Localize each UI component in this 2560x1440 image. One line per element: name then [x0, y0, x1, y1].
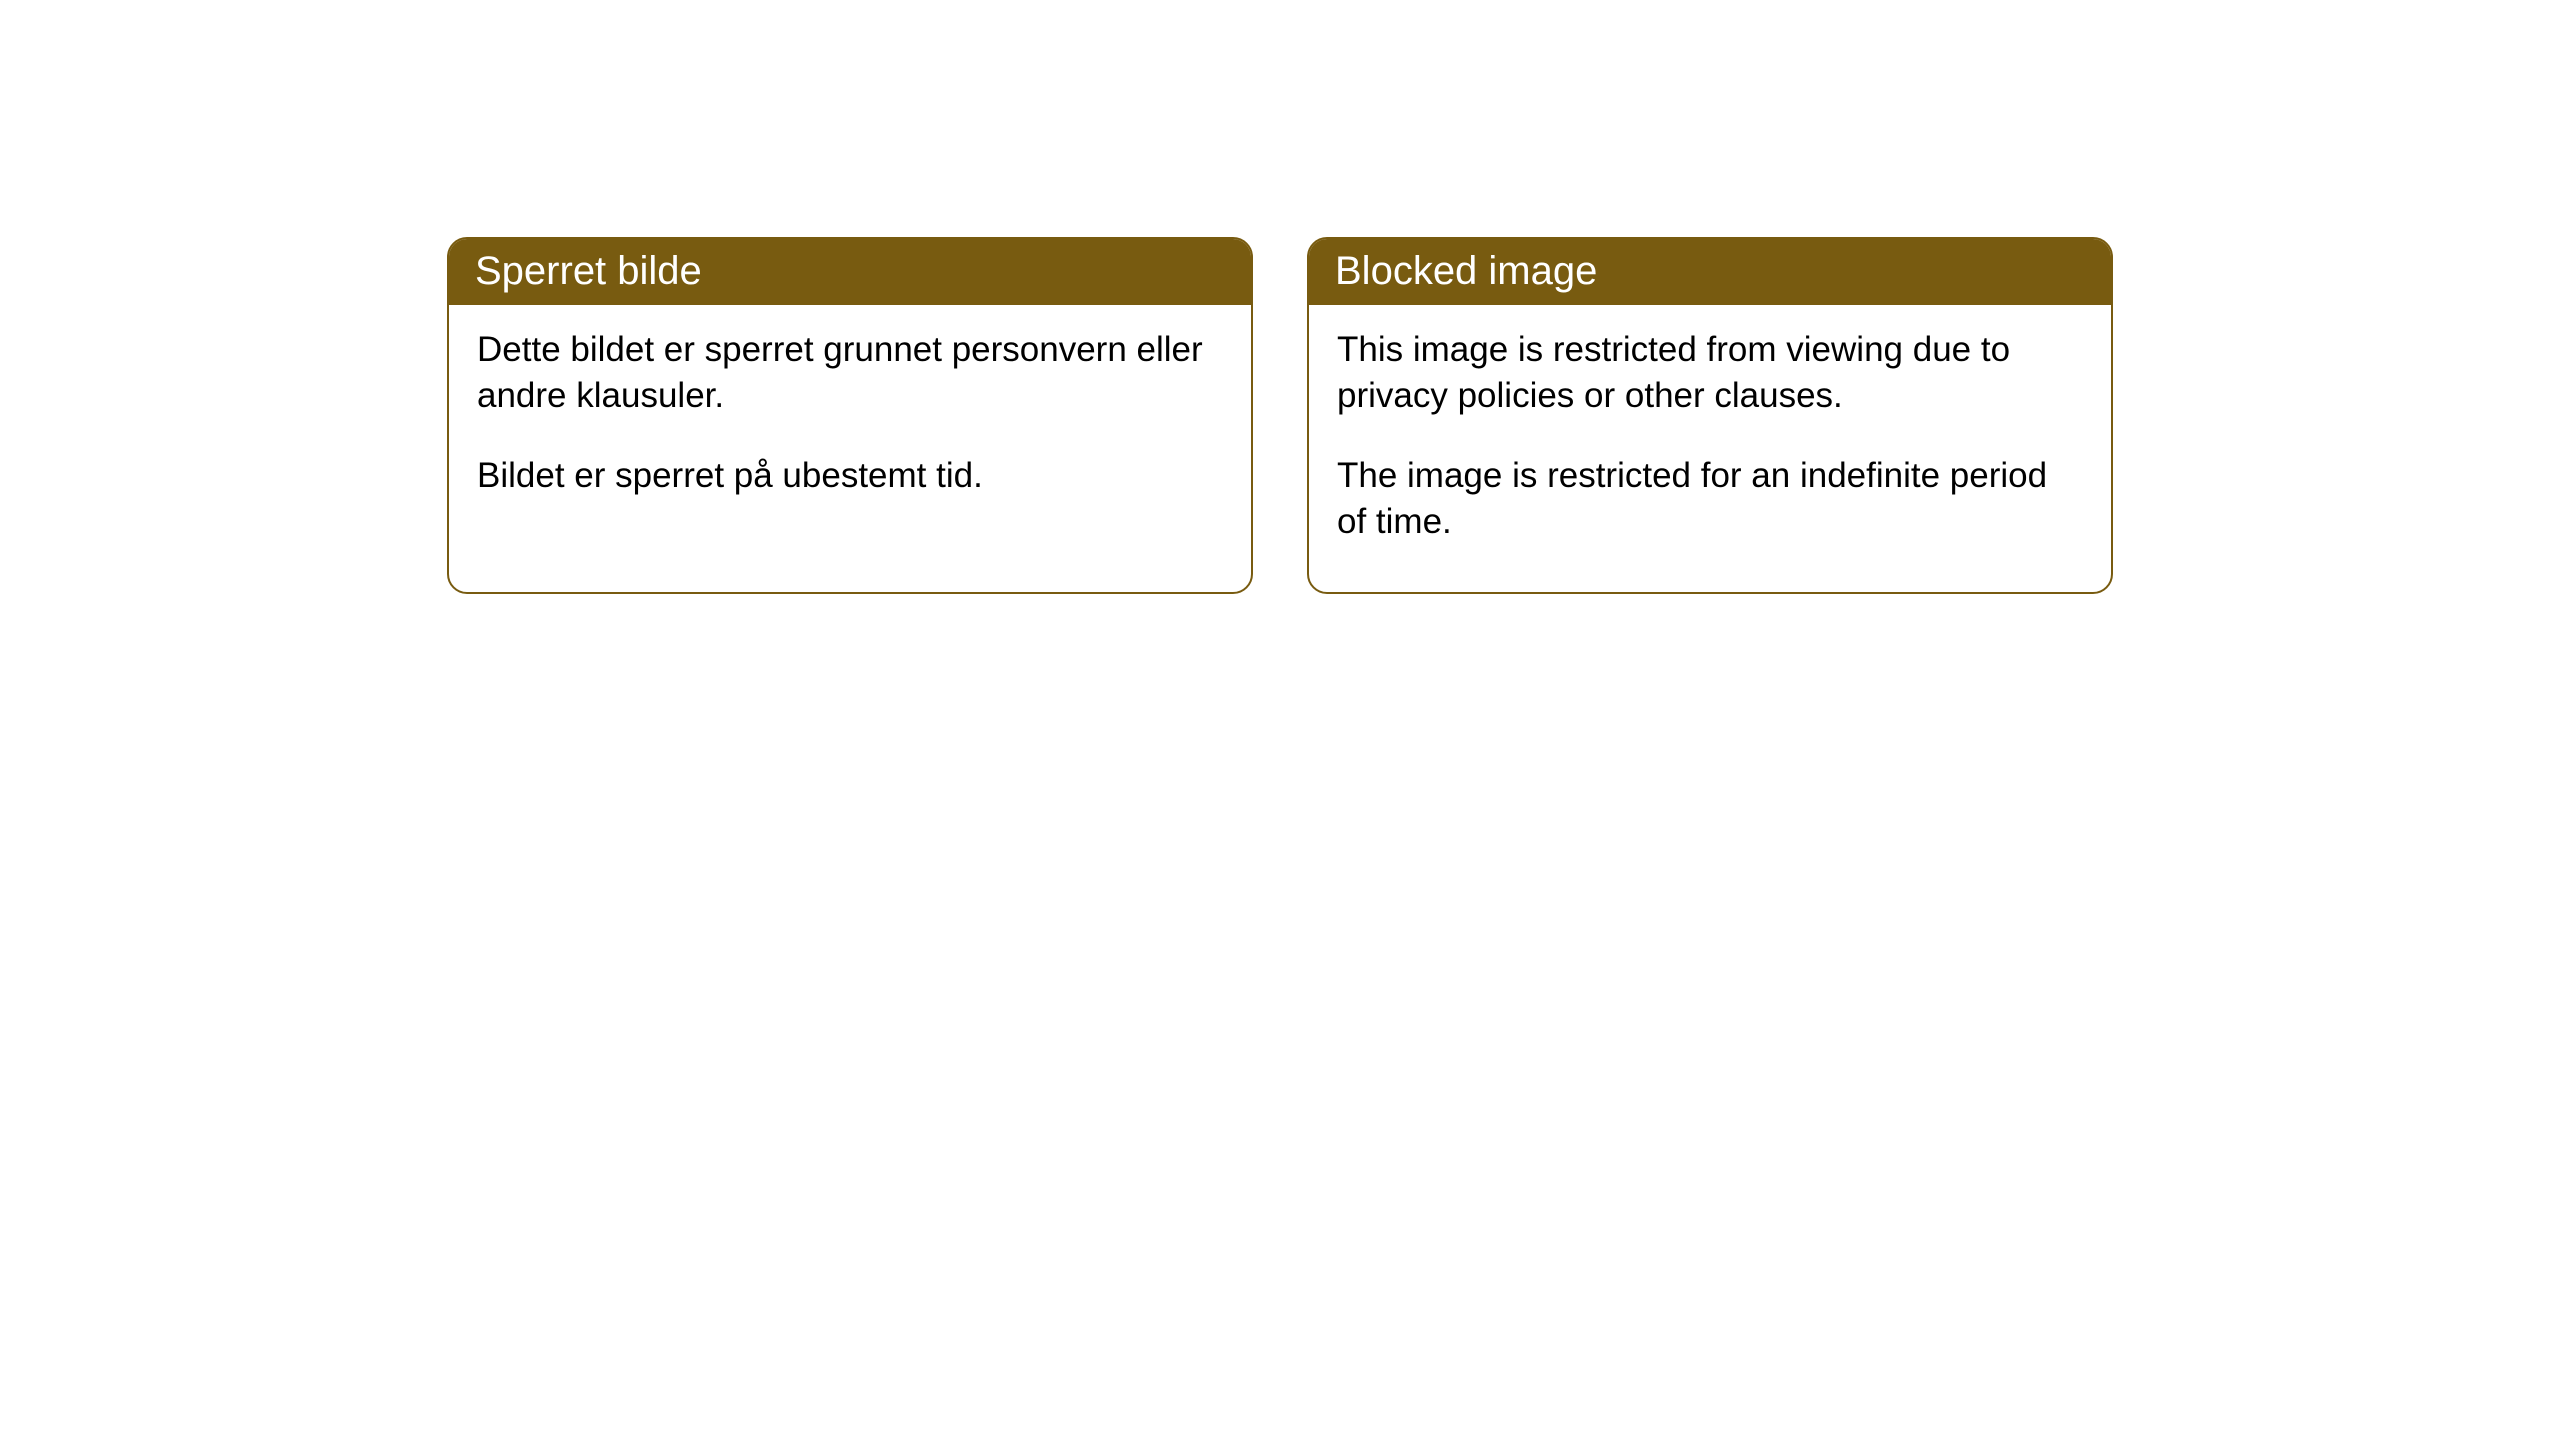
card-paragraph-2: Bildet er sperret på ubestemt tid. — [477, 453, 1223, 499]
blocked-image-card-norwegian: Sperret bilde Dette bildet er sperret gr… — [447, 237, 1253, 594]
card-paragraph-1: This image is restricted from viewing du… — [1337, 327, 2083, 418]
notice-cards-container: Sperret bilde Dette bildet er sperret gr… — [447, 237, 2113, 594]
card-body-norwegian: Dette bildet er sperret grunnet personve… — [449, 305, 1251, 547]
card-paragraph-1: Dette bildet er sperret grunnet personve… — [477, 327, 1223, 418]
card-body-english: This image is restricted from viewing du… — [1309, 305, 2111, 592]
card-header-english: Blocked image — [1309, 239, 2111, 305]
card-header-norwegian: Sperret bilde — [449, 239, 1251, 305]
card-paragraph-2: The image is restricted for an indefinit… — [1337, 453, 2083, 544]
blocked-image-card-english: Blocked image This image is restricted f… — [1307, 237, 2113, 594]
